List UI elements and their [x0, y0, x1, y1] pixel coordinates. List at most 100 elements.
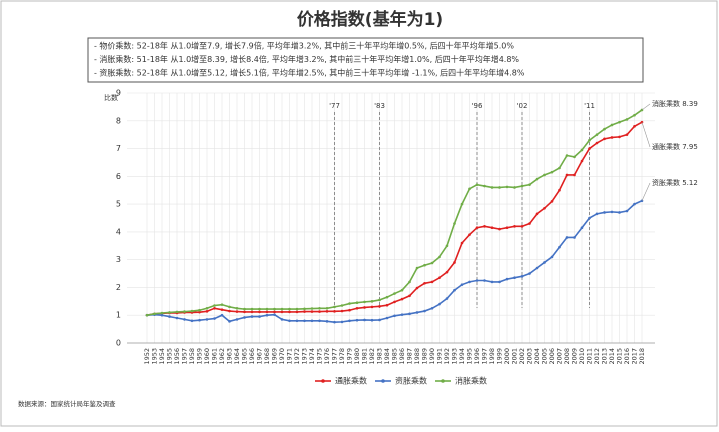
x-tick-label: 2010 — [578, 348, 586, 365]
x-tick-label: 1984 — [383, 348, 391, 365]
point — [175, 316, 179, 320]
x-tick-label: 1983 — [376, 348, 384, 365]
x-tick-label: 2012 — [593, 348, 601, 365]
marker-label: '11 — [584, 102, 595, 110]
x-tick-label: 2000 — [503, 348, 511, 365]
point — [543, 261, 546, 264]
x-tick-label: 2007 — [556, 348, 564, 365]
point — [543, 173, 546, 177]
point — [460, 241, 464, 245]
point — [168, 311, 171, 314]
point — [370, 305, 374, 309]
point — [160, 311, 164, 315]
x-tick-label: 1994 — [458, 348, 466, 365]
point — [265, 307, 269, 311]
point — [310, 319, 314, 323]
point — [625, 133, 629, 136]
end-label-leader — [641, 122, 651, 148]
point — [198, 318, 201, 322]
y-tick-label: 8 — [116, 116, 121, 125]
x-tick-label: 1962 — [218, 348, 226, 365]
point — [595, 133, 599, 136]
point — [400, 288, 404, 292]
x-tick-label: 1952 — [143, 348, 151, 365]
point — [565, 236, 569, 239]
x-tick-label: 1967 — [256, 348, 264, 365]
x-tick-label: 1989 — [421, 348, 429, 365]
point — [265, 310, 269, 314]
point — [190, 309, 194, 313]
point — [213, 304, 216, 307]
y-tick-label: 5 — [116, 200, 121, 209]
x-tick-label: 1974 — [308, 348, 316, 365]
point — [273, 313, 276, 316]
point — [243, 310, 246, 314]
x-tick-label: 1987 — [406, 348, 414, 365]
point — [370, 300, 374, 303]
point — [618, 211, 621, 214]
point — [625, 118, 629, 121]
point — [400, 313, 404, 316]
point — [220, 308, 224, 311]
x-tick-label: 2009 — [571, 348, 579, 365]
point — [228, 305, 231, 309]
point — [340, 304, 344, 307]
point — [603, 127, 606, 131]
point — [453, 222, 456, 225]
x-tick-label: 1999 — [496, 348, 504, 365]
x-tick-label: 2017 — [631, 348, 639, 365]
point — [325, 306, 329, 310]
point — [295, 310, 299, 314]
x-tick-label: 2003 — [526, 348, 534, 365]
x-tick-label: 1979 — [346, 348, 354, 365]
x-tick-label: 1997 — [481, 348, 489, 365]
point — [340, 309, 344, 313]
point — [355, 306, 359, 310]
point — [280, 310, 284, 314]
point — [385, 295, 389, 299]
point — [348, 319, 351, 323]
x-tick-label: 1981 — [361, 348, 369, 365]
point — [175, 310, 179, 314]
point — [633, 125, 636, 128]
point — [250, 307, 254, 311]
end-label: 通胀乘数 7.95 — [652, 142, 698, 151]
x-tick-label: 2001 — [511, 348, 519, 365]
x-tick-label: 2018 — [638, 348, 646, 365]
point — [213, 317, 216, 320]
y-tick-label: 4 — [116, 227, 121, 236]
point — [580, 226, 584, 230]
x-tick-label: 1955 — [166, 348, 174, 365]
x-tick-label: 1978 — [338, 348, 346, 365]
point — [190, 319, 194, 323]
point — [153, 312, 156, 316]
point — [355, 318, 359, 322]
marker-label: '02 — [517, 102, 528, 110]
point — [228, 320, 231, 323]
point — [393, 292, 396, 295]
point — [610, 210, 614, 214]
point — [610, 136, 614, 139]
x-tick-label: 2016 — [623, 348, 631, 365]
point — [468, 280, 471, 284]
point — [220, 303, 224, 306]
point — [423, 309, 426, 313]
point — [498, 280, 501, 284]
point — [303, 319, 306, 323]
point — [378, 318, 381, 322]
x-tick-label: 1964 — [233, 348, 241, 365]
point — [258, 310, 261, 314]
y-tick-label: 2 — [116, 283, 121, 292]
point — [325, 310, 329, 313]
x-tick-label: 1960 — [203, 348, 211, 365]
x-tick-label: 2004 — [533, 348, 541, 365]
point — [408, 294, 411, 298]
point — [280, 318, 284, 321]
point — [273, 310, 276, 314]
point — [288, 310, 291, 314]
y-tick-label: 6 — [116, 172, 121, 181]
point — [550, 170, 554, 174]
point — [528, 272, 531, 275]
point — [543, 206, 546, 210]
point — [498, 186, 501, 189]
